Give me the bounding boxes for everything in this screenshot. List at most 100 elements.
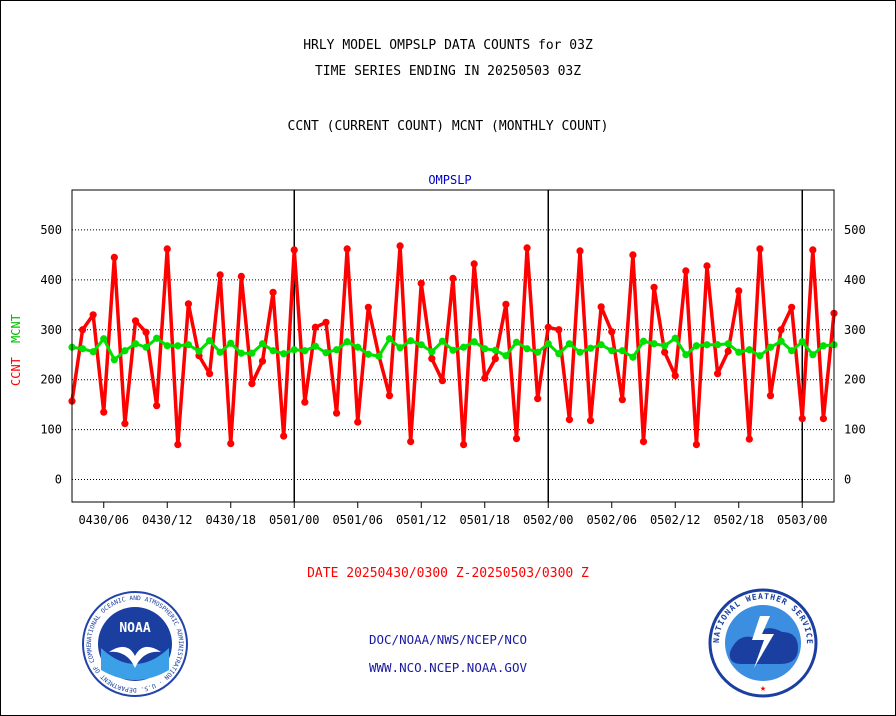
ccnt-point <box>470 260 478 268</box>
ccnt-point <box>555 326 563 334</box>
mcnt-point <box>735 348 743 356</box>
ccnt-point <box>703 262 711 270</box>
mcnt-point <box>417 341 425 349</box>
ccnt-point <box>608 328 616 336</box>
mcnt-point <box>459 343 468 351</box>
mcnt-point <box>777 337 785 345</box>
mcnt-point <box>343 338 351 346</box>
org-label: DOC/NOAA/NWS/NCEP/NCO <box>368 632 528 647</box>
mcnt-point <box>438 337 447 345</box>
mcnt-point <box>142 343 150 351</box>
ccnt-point <box>290 246 298 254</box>
ccnt-point <box>819 415 828 423</box>
svg-text:★: ★ <box>760 683 766 694</box>
mcnt-point <box>481 345 489 353</box>
y-tick-label-left: 400 <box>40 273 62 287</box>
mcnt-point <box>216 348 224 356</box>
axis-layer: 0 0 100 100 200 200 300 300 400 400 500 500 0430/06 0… <box>40 223 865 527</box>
mcnt-point <box>523 345 531 353</box>
ccnt-point <box>449 274 457 282</box>
mcnt-point <box>354 343 362 351</box>
ccnt-point <box>100 408 108 416</box>
ccnt-point <box>280 432 288 440</box>
mcnt-point <box>248 349 256 357</box>
mcnt-point <box>78 345 87 353</box>
mcnt-point <box>819 342 828 350</box>
ccnt-point <box>184 300 193 308</box>
x-tick-label: 0430/18 <box>205 513 256 527</box>
ccnt-point <box>777 326 785 334</box>
mcnt-point <box>766 343 775 351</box>
mcnt-point <box>227 339 235 347</box>
ccnt-point <box>756 245 764 253</box>
ccnt-point <box>248 380 256 388</box>
chart-title: OMPSLP <box>428 173 471 187</box>
ylabel-mcnt: MCNT <box>9 314 23 343</box>
ccnt-point <box>110 253 118 261</box>
chart-header-line3: CCNT (CURRENT COUNT) MCNT (MONTHLY COUNT… <box>287 119 609 134</box>
mcnt-point <box>597 341 605 349</box>
mcnt-point <box>534 348 542 356</box>
ccnt-point <box>629 251 637 259</box>
ccnt-point <box>417 279 425 287</box>
mcnt-point <box>110 356 118 364</box>
mcnt-point <box>661 342 669 350</box>
x-tick-label: 0503/00 <box>777 513 828 527</box>
ccnt-point <box>121 420 129 428</box>
ccnt-point <box>512 435 521 443</box>
ccnt-point <box>650 283 658 291</box>
ccnt-point <box>639 437 648 446</box>
mcnt-point <box>809 351 817 359</box>
mcnt-point <box>449 346 457 354</box>
chart-header-line1: HRLY MODEL OMPSLP DATA COUNTS for 03Z <box>303 38 593 53</box>
mcnt-point <box>131 340 140 348</box>
ccnt-point <box>216 271 224 279</box>
ccnt-point <box>396 242 404 250</box>
mcnt-point <box>650 340 658 348</box>
mcnt-point <box>195 347 203 355</box>
mcnt-point <box>756 352 764 360</box>
mcnt-point <box>237 349 245 357</box>
mcnt-point <box>745 346 753 354</box>
ccnt-point <box>618 396 626 404</box>
mcnt-point <box>301 347 309 355</box>
x-tick-label: 0430/06 <box>78 513 129 527</box>
mcnt-point <box>724 340 732 348</box>
ccnt-point <box>174 440 182 449</box>
chart-header-line2: TIME SERIES ENDING IN 20250503 03Z <box>314 64 582 79</box>
ccnt-point <box>671 372 679 380</box>
x-tick-label: 0502/00 <box>523 513 574 527</box>
mcnt-point <box>153 334 161 342</box>
ccnt-point <box>385 392 394 400</box>
ccnt-point <box>131 317 140 325</box>
mcnt-point <box>269 347 277 355</box>
website-link[interactable]: WWW.NCO.NCEP.NOAA.GOV <box>368 660 528 675</box>
ccnt-point <box>407 437 415 446</box>
ccnt-point <box>269 288 277 296</box>
ccnt-point <box>597 303 605 311</box>
ccnt-point <box>534 395 542 403</box>
mcnt-point <box>407 337 415 345</box>
ccnt-point <box>428 355 436 363</box>
mcnt-point <box>788 347 796 355</box>
ccnt-point <box>565 416 574 424</box>
ccnt-point <box>586 417 595 425</box>
x-tick-label: 0502/18 <box>713 513 764 527</box>
ccnt-point <box>459 440 468 449</box>
x-tick-label: 0501/06 <box>332 513 383 527</box>
mcnt-point <box>184 341 193 349</box>
ccnt-point <box>78 326 87 334</box>
ccnt-point <box>491 355 499 363</box>
ccnt-point <box>311 323 320 331</box>
ccnt-point <box>544 323 552 331</box>
mcnt-point <box>89 348 97 356</box>
ccnt-point <box>502 300 510 308</box>
mcnt-point <box>470 338 478 346</box>
mcnt-point <box>428 348 436 356</box>
ccnt-point <box>364 303 372 311</box>
x-tick-label: 0502/06 <box>586 513 637 527</box>
mcnt-point <box>565 340 574 348</box>
y-tick-label-left: 0 <box>55 473 62 487</box>
ccnt-point <box>523 244 531 252</box>
